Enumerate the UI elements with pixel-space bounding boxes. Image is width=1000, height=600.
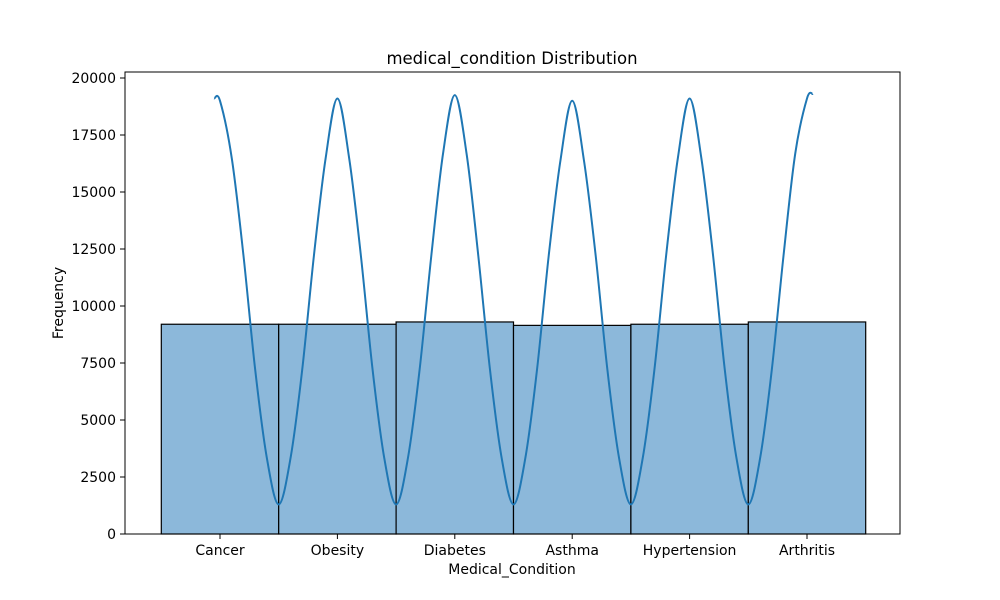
bar-cancer (160, 323, 280, 535)
bars-group (160, 321, 867, 535)
bar-asthma (512, 324, 632, 535)
y-tick-label: 10000 (71, 299, 116, 315)
chart-title: medical_condition Distribution (386, 49, 637, 69)
y-tick-label: 20000 (71, 71, 116, 87)
bar-diabetes (395, 321, 515, 535)
bar-hypertension (630, 323, 749, 535)
y-tick-label: 12500 (71, 242, 116, 258)
x-tick-label: Hypertension (643, 543, 737, 559)
y-tick-label: 15000 (71, 185, 116, 201)
bar-arthritis (747, 321, 867, 535)
y-axis-label: Frequency (51, 267, 67, 339)
y-tick-label: 5000 (80, 413, 116, 429)
y-tick-label: 0 (107, 527, 116, 543)
y-tick-label: 17500 (71, 128, 116, 144)
plot-frame (124, 71, 901, 535)
x-axis-ticks: Cancer Obesity Diabetes Asthma Hypertension A… (195, 534, 835, 559)
y-tick-label: 7500 (80, 356, 116, 372)
y-axis-ticks: 0 2500 5000 7500 10000 12500 15000 17500 20000 (71, 71, 125, 543)
x-tick-label: Asthma (545, 543, 598, 559)
y-tick-label: 2500 (80, 470, 116, 486)
kde-line (213, 91, 814, 506)
x-axis-label: Medical_Condition (448, 562, 575, 578)
x-tick-label: Obesity (311, 543, 364, 559)
x-tick-label: Arthritis (779, 543, 835, 559)
x-tick-label: Diabetes (424, 543, 486, 559)
x-tick-label: Cancer (195, 543, 245, 559)
bar-obesity (278, 323, 397, 535)
